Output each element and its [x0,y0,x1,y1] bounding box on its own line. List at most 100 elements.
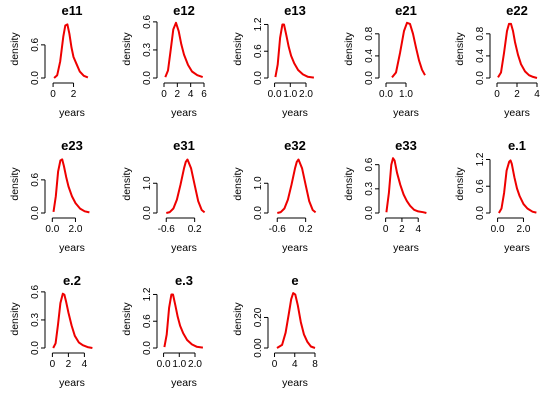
y-tick-label: 0.8 [364,26,375,40]
panel-e22: e22 0 2 4 years 0.0 0.4 0.8 density [454,3,540,119]
y-tick-label: 0.0 [30,341,41,355]
panel-title: e31 [173,138,195,153]
y-tick-label: 0.6 [142,314,153,328]
y-tick-label: 0.3 [142,43,153,57]
x-tick-label: 4 [188,89,194,100]
y-axis-label: density [343,32,355,66]
x-axis-label: years [282,377,308,389]
y-tick-label: 0.4 [475,49,486,63]
x-tick-label: 0.0 [268,89,282,100]
panel-e31: e31 -0.6 0.2 years 0.0 1.0 density [121,138,206,254]
y-axis-label: density [9,32,21,66]
y-tick-label: 1.0 [253,176,264,190]
x-tick-label: 1.0 [172,359,186,370]
density-line [52,158,90,214]
x-tick-label: 0 [494,89,500,100]
panel-e: e 0 4 8 years 0.00 0.20 density [232,273,318,389]
density-line [274,23,315,79]
x-tick-label: 0.2 [299,224,313,235]
x-tick-label: 0 [50,89,56,100]
panel-title: e11 [62,3,83,18]
y-tick-label: 1.0 [142,176,153,190]
panel-title: e.2 [63,273,81,288]
x-tick-label: -0.6 [269,224,287,235]
x-tick-label: 4 [534,89,540,100]
density-line [391,21,426,79]
y-axis-label: density [232,32,244,66]
panel-title: e21 [395,3,417,18]
x-axis-label: years [59,377,85,389]
y-axis-label: density [121,167,133,201]
x-tick-label: 1.0 [399,89,413,100]
y-tick-label: 0.6 [30,284,41,298]
panel-e32: e32 -0.6 0.2 years 0.0 1.0 density [232,138,317,254]
y-axis-label: density [232,167,244,201]
y-tick-label: 1.2 [253,17,264,31]
x-tick-label: 0.0 [491,224,505,235]
y-tick-label: 0.0 [253,206,264,220]
y-tick-label: 0.0 [475,206,486,220]
x-axis-label: years [171,107,197,119]
x-tick-label: 2 [71,89,77,100]
y-tick-label: 1.2 [475,152,486,166]
y-tick-label: 0.6 [142,14,153,28]
y-tick-label: 0.0 [142,71,153,85]
density-line [163,293,204,349]
y-tick-label: 0.20 [253,307,264,327]
panel-title: e.3 [175,273,193,288]
panel-title: e.1 [508,138,526,153]
x-tick-label: 1.0 [283,89,297,100]
x-tick-label: 4 [415,224,421,235]
x-tick-label: 0 [161,89,167,100]
y-tick-label: 0.6 [30,37,41,51]
x-tick-label: 0.0 [45,224,59,235]
y-tick-label: 0.8 [475,26,486,40]
panel-title: e22 [506,3,528,18]
y-axis-label: density [454,167,466,201]
y-tick-label: 0.6 [253,44,264,58]
x-axis-label: years [393,107,419,119]
y-axis-label: density [232,302,244,336]
y-tick-label: 0.0 [30,71,41,85]
x-axis-label: years [504,242,530,254]
x-tick-label: 4 [82,359,88,370]
y-tick-label: 0.0 [364,206,375,220]
panel-title: e [291,273,298,288]
x-tick-label: 6 [201,89,207,100]
y-axis-label: density [9,167,21,201]
density-line [498,159,537,214]
y-axis-label: density [343,167,355,201]
x-axis-label: years [171,377,197,389]
panel-e12: e12 0 2 4 6 years 0.0 0.3 0.6 density [121,3,207,119]
panel-e11: e11 0 2 years 0.0 0.6 density [9,3,89,119]
x-tick-label: 0.0 [379,89,393,100]
y-tick-label: 0.6 [475,179,486,193]
density-line [385,157,427,214]
y-tick-label: 0.0 [253,71,264,85]
density-line [52,292,93,349]
panel-e33: e33 0 2 4 years 0.0 0.3 0.6 density [343,138,427,254]
x-tick-label: 4 [292,359,298,370]
x-tick-label: 2.0 [517,224,531,235]
y-tick-label: 0.3 [30,313,41,327]
panel-title: e13 [284,3,306,18]
x-tick-label: 2 [66,359,72,370]
y-tick-label: 0.3 [364,181,375,195]
x-tick-label: 0 [272,359,278,370]
x-tick-label: 2.0 [69,224,83,235]
y-axis-label: density [121,302,133,336]
x-tick-label: 0.2 [188,224,202,235]
density-line [277,158,317,214]
y-tick-label: 0.0 [142,341,153,355]
x-axis-label: years [393,242,419,254]
x-tick-label: 0 [50,359,56,370]
y-axis-label: density [121,32,133,66]
x-axis-label: years [59,242,85,254]
panel-edot1: e.1 0.0 2.0 years 0.0 0.6 1.2 density [454,138,537,254]
x-tick-label: 2 [514,89,520,100]
panel-title: e33 [395,138,417,153]
